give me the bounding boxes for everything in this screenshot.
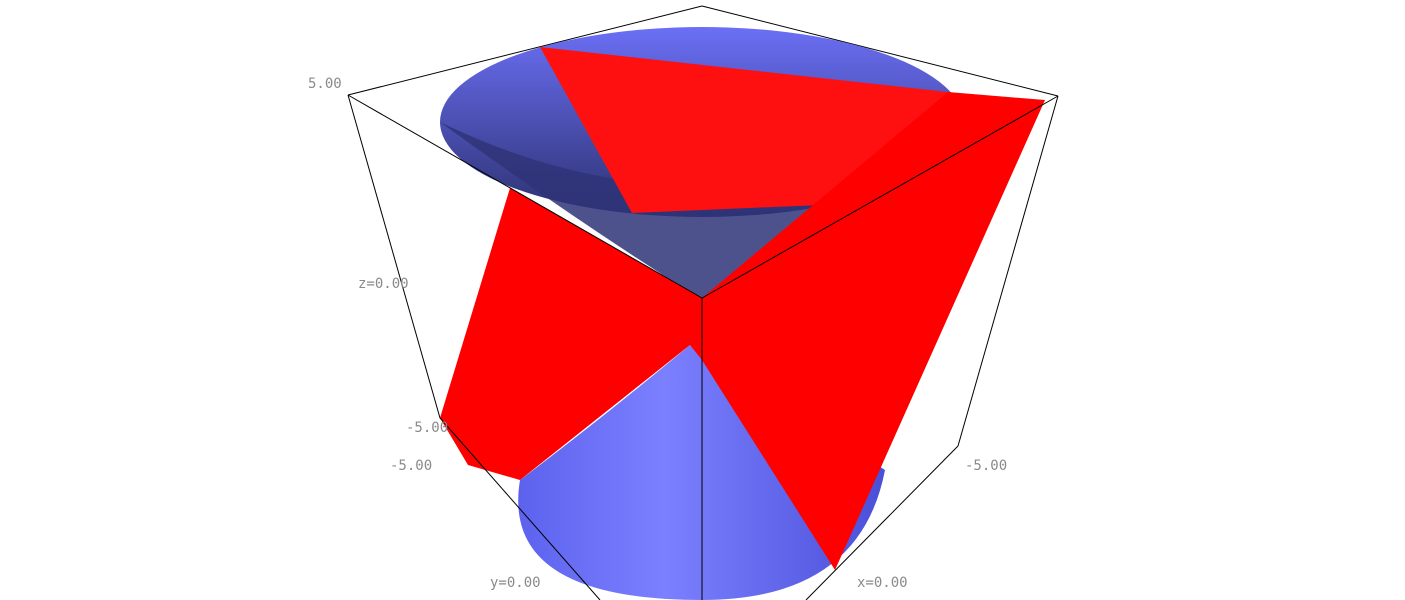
y-min-label: -5.00 bbox=[390, 458, 432, 474]
bounding-box-back bbox=[347, 5, 1059, 97]
x-min-label: -5.00 bbox=[965, 458, 1007, 474]
bounding-box-front bbox=[347, 94, 1059, 600]
z-mid-label: z=0.00 bbox=[358, 276, 409, 292]
x-mid-label: x=0.00 bbox=[857, 575, 908, 591]
red-plane bbox=[440, 47, 1045, 570]
red-plane-top bbox=[540, 47, 948, 213]
upper-cone-inner-surface bbox=[440, 122, 964, 300]
z-top-label: 5.00 bbox=[308, 76, 342, 92]
y-mid-label: y=0.00 bbox=[490, 575, 541, 591]
z-bottom-label: -5.00 bbox=[406, 420, 448, 436]
red-plane-right bbox=[702, 92, 1045, 570]
